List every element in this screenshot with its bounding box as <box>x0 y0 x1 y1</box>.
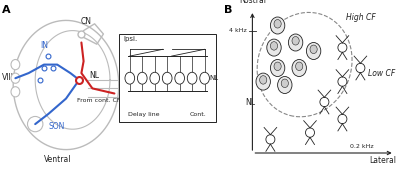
Ellipse shape <box>266 135 275 144</box>
Ellipse shape <box>306 42 321 60</box>
Ellipse shape <box>11 59 20 70</box>
Text: Delay line: Delay line <box>128 112 159 117</box>
Ellipse shape <box>175 72 184 84</box>
Ellipse shape <box>306 128 314 137</box>
Text: VIII.: VIII. <box>2 73 16 82</box>
Ellipse shape <box>338 77 347 86</box>
Bar <box>119 34 216 122</box>
Text: NL: NL <box>209 75 218 81</box>
Ellipse shape <box>11 87 20 97</box>
Text: Ipsi.: Ipsi. <box>123 36 138 42</box>
Text: A: A <box>2 5 11 15</box>
Ellipse shape <box>270 42 278 50</box>
Ellipse shape <box>278 76 292 94</box>
Text: Ventral: Ventral <box>44 155 71 164</box>
Ellipse shape <box>28 116 43 132</box>
Ellipse shape <box>187 72 197 84</box>
Text: Cont.: Cont. <box>190 112 207 117</box>
Text: IN: IN <box>40 41 48 50</box>
Ellipse shape <box>125 72 135 84</box>
Ellipse shape <box>292 37 299 45</box>
Text: 0.2 kHz: 0.2 kHz <box>350 144 373 149</box>
Ellipse shape <box>138 72 147 84</box>
Ellipse shape <box>338 114 347 124</box>
Text: NL: NL <box>90 71 100 80</box>
Ellipse shape <box>274 62 281 71</box>
Ellipse shape <box>150 72 160 84</box>
Text: Low CF: Low CF <box>368 70 395 79</box>
Ellipse shape <box>274 20 281 28</box>
Text: 4 kHz: 4 kHz <box>229 28 247 33</box>
Ellipse shape <box>281 79 288 88</box>
Text: NL: NL <box>245 98 255 107</box>
Ellipse shape <box>270 59 285 76</box>
Ellipse shape <box>270 17 285 34</box>
Ellipse shape <box>200 72 210 84</box>
Ellipse shape <box>162 72 172 84</box>
Text: B: B <box>224 5 232 15</box>
Ellipse shape <box>256 73 270 90</box>
Text: High CF: High CF <box>346 13 376 22</box>
Ellipse shape <box>267 39 281 56</box>
Ellipse shape <box>356 63 365 73</box>
Text: SON: SON <box>48 122 65 131</box>
Ellipse shape <box>296 62 303 71</box>
Text: Lateral: Lateral <box>370 156 396 165</box>
Text: CN: CN <box>80 17 91 26</box>
Ellipse shape <box>288 34 303 51</box>
Ellipse shape <box>320 97 329 107</box>
Ellipse shape <box>292 59 306 76</box>
Ellipse shape <box>260 76 267 84</box>
Ellipse shape <box>310 45 317 54</box>
Text: Rostral: Rostral <box>239 0 266 5</box>
Ellipse shape <box>338 43 347 52</box>
Ellipse shape <box>11 73 20 83</box>
Text: From cont. CN: From cont. CN <box>77 98 122 103</box>
